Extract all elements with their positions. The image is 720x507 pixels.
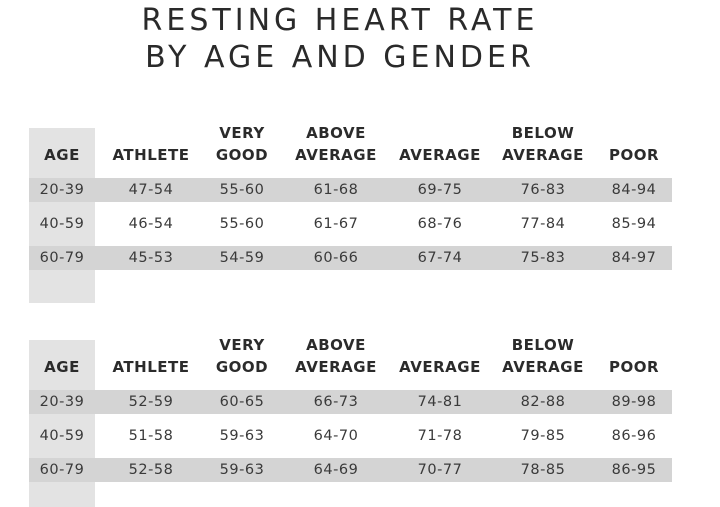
header-poor: POOR: [579, 122, 689, 166]
header-line-1: [579, 122, 689, 144]
header-athlete: ATHLETE: [96, 334, 206, 378]
cell-athlete: 51-58: [128, 428, 174, 444]
header-age: AGE: [7, 334, 117, 378]
title-line-2: BY AGE AND GENDER: [145, 40, 535, 75]
cell-average: 74-81: [417, 394, 463, 410]
header-line-2: POOR: [608, 358, 660, 376]
header-line-1: ABOVE: [306, 124, 366, 142]
cell-age: 40-59: [39, 216, 85, 232]
cell-poor: 84-97: [611, 250, 657, 266]
cell-above-average: 61-68: [313, 182, 359, 198]
page-title: RESTING HEART RATE BY AGE AND GENDER: [0, 2, 680, 76]
header-line-2: AVERAGE: [502, 358, 584, 376]
header-line-2: GOOD: [215, 146, 269, 164]
cell-age: 20-39: [39, 394, 85, 410]
header-average: AVERAGE: [385, 334, 495, 378]
cell-above-average: 66-73: [313, 394, 359, 410]
header-line-2: AVERAGE: [295, 146, 377, 164]
header-above-average: ABOVE AVERAGE: [281, 334, 391, 378]
cell-very-good: 60-65: [219, 394, 265, 410]
cell-age: 20-39: [39, 182, 85, 198]
cell-very-good: 55-60: [219, 182, 265, 198]
table-row-stripe: [29, 246, 672, 270]
header-line-1: [579, 334, 689, 356]
header-above-average: ABOVE AVERAGE: [281, 122, 391, 166]
cell-below-average: 77-84: [520, 216, 566, 232]
cell-average: 70-77: [417, 462, 463, 478]
header-line-2: AGE: [44, 358, 80, 376]
cell-average: 68-76: [417, 216, 463, 232]
header-line-1: BELOW: [511, 124, 575, 142]
cell-average: 69-75: [417, 182, 463, 198]
cell-below-average: 76-83: [520, 182, 566, 198]
header-line-2: ATHLETE: [112, 146, 190, 164]
header-line-2: AGE: [44, 146, 80, 164]
cell-average: 71-78: [417, 428, 463, 444]
header-line-2: AVERAGE: [502, 146, 584, 164]
header-line-2: GOOD: [215, 358, 269, 376]
table-row-stripe: [29, 178, 672, 202]
cell-poor: 85-94: [611, 216, 657, 232]
cell-athlete: 46-54: [128, 216, 174, 232]
header-line-2: AVERAGE: [399, 146, 481, 164]
header-below-average: BELOW AVERAGE: [488, 334, 598, 378]
header-poor: POOR: [579, 334, 689, 378]
cell-athlete: 45-53: [128, 250, 174, 266]
cell-above-average: 64-70: [313, 428, 359, 444]
header-below-average: BELOW AVERAGE: [488, 122, 598, 166]
cell-age: 60-79: [39, 250, 85, 266]
header-line-2: AVERAGE: [399, 358, 481, 376]
cell-age: 40-59: [39, 428, 85, 444]
header-line-2: ATHLETE: [112, 358, 190, 376]
cell-age: 60-79: [39, 462, 85, 478]
cell-poor: 86-95: [611, 462, 657, 478]
header-age: AGE: [7, 122, 117, 166]
header-line-2: AVERAGE: [295, 358, 377, 376]
cell-very-good: 59-63: [219, 428, 265, 444]
header-line-2: POOR: [608, 146, 660, 164]
header-line-1: VERY: [219, 336, 265, 354]
header-line-1: [385, 334, 495, 356]
heart-rate-table-2: AGE ATHLETE VERY GOOD ABOVE AVERAGE AVER…: [0, 336, 720, 507]
header-line-1: BELOW: [511, 336, 575, 354]
cell-below-average: 79-85: [520, 428, 566, 444]
cell-below-average: 75-83: [520, 250, 566, 266]
table-row-stripe: [29, 458, 672, 482]
cell-very-good: 59-63: [219, 462, 265, 478]
table-row-stripe: [29, 390, 672, 414]
age-column-background: [29, 128, 95, 303]
cell-above-average: 61-67: [313, 216, 359, 232]
cell-below-average: 78-85: [520, 462, 566, 478]
cell-poor: 86-96: [611, 428, 657, 444]
header-average: AVERAGE: [385, 122, 495, 166]
header-very-good: VERY GOOD: [187, 334, 297, 378]
header-line-1: VERY: [219, 124, 265, 142]
cell-athlete: 52-59: [128, 394, 174, 410]
header-line-1: [385, 122, 495, 144]
cell-very-good: 54-59: [219, 250, 265, 266]
cell-poor: 89-98: [611, 394, 657, 410]
heart-rate-table-1: AGE ATHLETE VERY GOOD ABOVE AVERAGE AVER…: [0, 124, 720, 303]
cell-average: 67-74: [417, 250, 463, 266]
cell-above-average: 64-69: [313, 462, 359, 478]
cell-above-average: 60-66: [313, 250, 359, 266]
header-athlete: ATHLETE: [96, 122, 206, 166]
header-line-1: ABOVE: [306, 336, 366, 354]
cell-very-good: 55-60: [219, 216, 265, 232]
cell-below-average: 82-88: [520, 394, 566, 410]
title-line-1: RESTING HEART RATE: [141, 3, 539, 38]
cell-athlete: 52-58: [128, 462, 174, 478]
cell-athlete: 47-54: [128, 182, 174, 198]
header-very-good: VERY GOOD: [187, 122, 297, 166]
cell-poor: 84-94: [611, 182, 657, 198]
